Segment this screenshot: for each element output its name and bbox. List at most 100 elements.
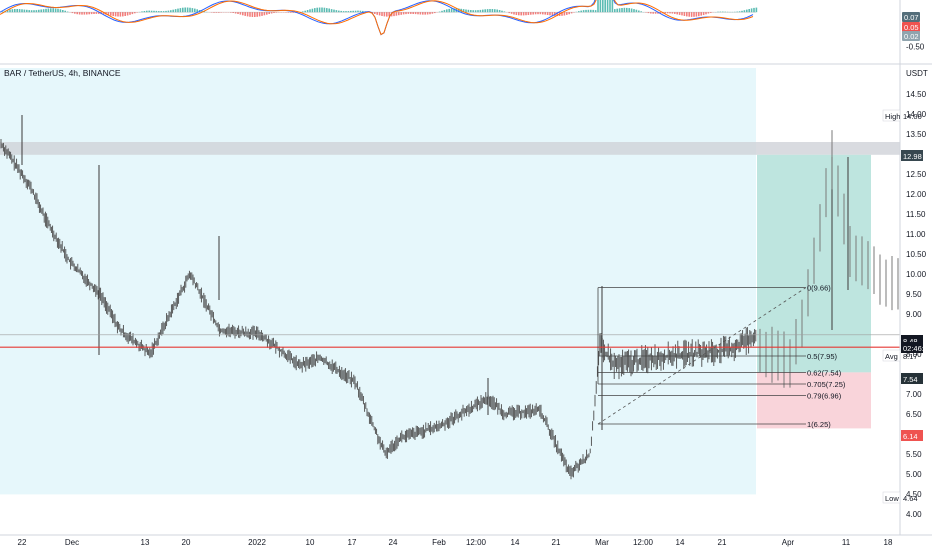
histogram-bar <box>412 12 414 14</box>
histogram-bar <box>468 10 470 12</box>
histogram-bar <box>235 12 237 13</box>
histogram-bar <box>427 12 429 14</box>
histogram-bar <box>230 12 232 13</box>
histogram-bar <box>292 12 294 13</box>
time-tick-label: Dec <box>65 538 79 547</box>
histogram-bar <box>247 12 249 16</box>
histogram-bar <box>720 12 722 13</box>
histogram-bar <box>686 12 688 16</box>
histogram-bar <box>595 10 597 12</box>
histogram-bar <box>79 12 81 14</box>
histogram-bar <box>564 12 566 15</box>
histogram-bar <box>50 8 52 12</box>
histogram-bar <box>480 10 482 12</box>
histogram-bar <box>669 12 671 13</box>
histogram-bar <box>86 12 88 14</box>
histogram-bar <box>744 10 746 12</box>
histogram-bar <box>321 8 323 13</box>
histogram-bar <box>273 12 275 13</box>
histogram-bar <box>189 8 191 13</box>
price-tick-label: 12.00 <box>906 190 927 199</box>
histogram-bar <box>175 9 177 12</box>
time-tick-label: 11 <box>842 538 851 547</box>
histogram-bar <box>487 9 489 12</box>
histogram-bar <box>631 9 633 13</box>
histogram-bar <box>530 12 532 15</box>
histogram-bar <box>698 12 700 16</box>
time-tick-label: 21 <box>718 538 727 547</box>
histogram-bar <box>288 12 290 13</box>
price-tick-label: 6.50 <box>906 410 922 419</box>
histogram-bar <box>693 12 695 17</box>
histogram-bar <box>590 10 592 12</box>
histogram-bar <box>307 10 309 12</box>
histogram-bar <box>340 11 342 12</box>
histogram-bar <box>700 12 702 15</box>
histogram-bar <box>705 12 707 14</box>
histogram-bar <box>302 11 304 12</box>
histogram-bar <box>408 12 410 14</box>
histogram-bar <box>638 11 640 13</box>
histogram-bar <box>684 12 686 16</box>
histogram-bar <box>688 12 690 17</box>
histogram-bar <box>331 9 333 12</box>
histogram-bar <box>417 12 419 14</box>
price-tag-label: Avg <box>885 352 898 361</box>
histogram-bar <box>381 12 383 16</box>
histogram-bar <box>472 10 474 12</box>
resistance-zone <box>0 142 900 155</box>
histogram-bar <box>448 9 450 12</box>
histogram-bar <box>636 10 638 12</box>
histogram-bar <box>67 12 69 13</box>
histogram-bar <box>48 9 50 13</box>
histogram-bar <box>386 12 388 16</box>
histogram-bar <box>451 9 453 13</box>
histogram-bar <box>360 11 362 13</box>
histogram-bar <box>134 12 136 13</box>
histogram-bar <box>62 10 64 12</box>
histogram-bar <box>45 9 47 12</box>
histogram-bar <box>415 12 417 14</box>
histogram-bar <box>309 9 311 12</box>
histogram-bar <box>244 12 246 16</box>
histogram-bar <box>350 11 352 12</box>
histogram-bar <box>640 11 642 12</box>
histogram-bar <box>494 9 496 12</box>
price-tick-label: 4.00 <box>906 510 922 519</box>
histogram-bar <box>422 12 424 14</box>
histogram-bar <box>403 12 405 14</box>
histogram-bar <box>276 12 278 13</box>
histogram-bar <box>501 11 503 13</box>
histogram-bar <box>357 11 359 13</box>
price-tag-label: High <box>885 112 900 121</box>
histogram-bar <box>31 10 33 12</box>
histogram-bar <box>616 9 618 13</box>
oscillator-value-label: 0.02 <box>904 32 919 41</box>
histogram-bar <box>180 8 182 12</box>
time-tick-label: 14 <box>676 538 685 547</box>
price-tick-label: 13.50 <box>906 130 927 139</box>
histogram-bar <box>741 11 743 12</box>
histogram-bar <box>122 12 124 16</box>
histogram-bar <box>120 12 122 16</box>
time-tick-label: 13 <box>141 538 150 547</box>
histogram-bar <box>127 12 129 15</box>
histogram-bar <box>333 10 335 13</box>
histogram-bar <box>338 11 340 13</box>
histogram-bar <box>232 12 234 13</box>
histogram-bar <box>93 12 95 14</box>
fib-level-label: 0.5(7.95) <box>807 352 838 361</box>
histogram-bar <box>194 9 196 13</box>
histogram-bar <box>710 12 712 13</box>
histogram-bar <box>312 9 314 13</box>
time-tick-label: 22 <box>18 538 27 547</box>
histogram-bar <box>520 12 522 15</box>
histogram-bar <box>261 12 263 16</box>
histogram-bar <box>316 8 318 13</box>
histogram-bar <box>52 8 54 12</box>
fib-level-label: 0.62(7.54) <box>807 368 842 377</box>
histogram-bar <box>290 12 292 13</box>
histogram-bar <box>691 12 693 17</box>
histogram-bar <box>76 12 78 14</box>
